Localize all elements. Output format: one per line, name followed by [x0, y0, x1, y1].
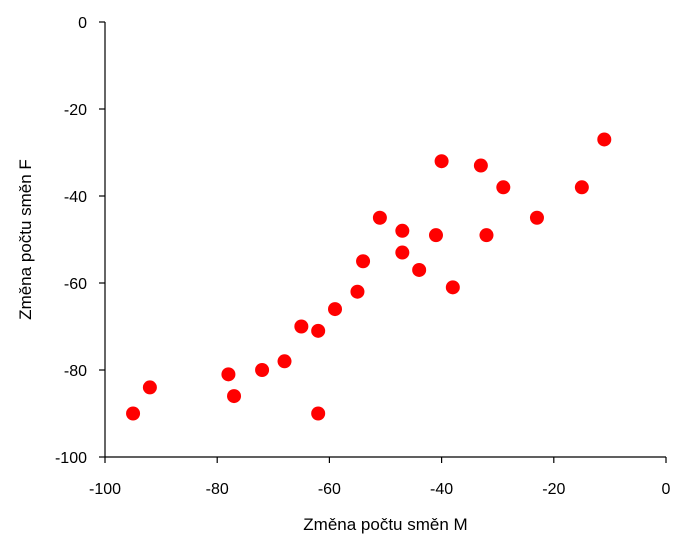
- data-point: [221, 367, 236, 382]
- data-point: [356, 254, 371, 269]
- data-point: [311, 406, 326, 421]
- data-point: [328, 302, 343, 317]
- data-point: [350, 284, 365, 299]
- x-axis-title: Změna počtu směn M: [303, 515, 467, 534]
- data-point: [473, 158, 488, 173]
- y-axis-title: Změna počtu směn F: [16, 159, 35, 320]
- data-point: [428, 228, 443, 243]
- y-tick-label: -100: [55, 450, 87, 467]
- data-point: [311, 323, 326, 338]
- y-tick-label: -60: [64, 276, 87, 293]
- data-point: [255, 363, 270, 377]
- data-point: [597, 132, 612, 147]
- x-tick-label: -40: [430, 481, 453, 498]
- data-point: [142, 380, 157, 395]
- data-point: [372, 210, 387, 225]
- x-tick-label: 0: [662, 481, 671, 498]
- y-tick-label: -20: [64, 102, 87, 119]
- x-tick-label: -20: [542, 481, 565, 498]
- data-points: [126, 132, 612, 421]
- data-point: [294, 319, 309, 334]
- x-tick-label: -100: [89, 481, 121, 498]
- data-point: [496, 180, 511, 195]
- y-tick-label: 0: [78, 15, 87, 32]
- axes: [104, 22, 666, 458]
- y-tick-label: -80: [64, 363, 87, 380]
- x-axis-ticks: -100 -80 -60 -40 -20 0: [89, 457, 671, 498]
- y-tick-label: -40: [64, 189, 87, 206]
- data-point: [412, 262, 427, 277]
- y-axis-ticks: 0 -20 -40 -60 -80 -100: [55, 15, 105, 467]
- data-point: [277, 354, 292, 369]
- data-point: [126, 406, 141, 421]
- data-point: [479, 228, 494, 243]
- x-tick-label: -80: [206, 481, 229, 498]
- x-tick-label: -60: [318, 481, 341, 498]
- data-point: [574, 180, 589, 195]
- data-point: [529, 210, 544, 225]
- data-point: [434, 154, 449, 169]
- data-point: [395, 245, 410, 260]
- data-point: [445, 280, 460, 295]
- data-point: [227, 389, 242, 404]
- data-point: [395, 223, 410, 238]
